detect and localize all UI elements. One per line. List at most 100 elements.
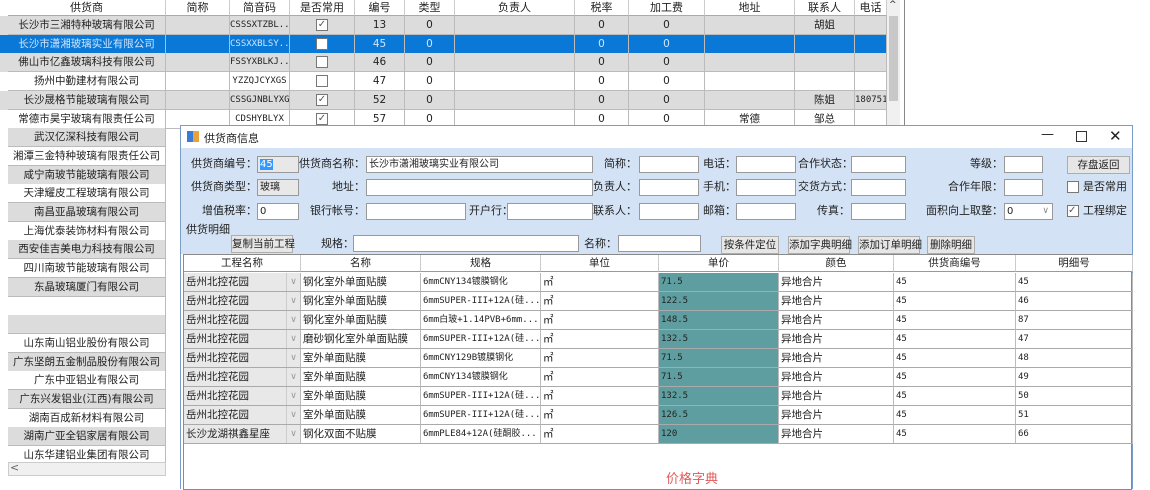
chevron-down-icon[interactable]: ∨ [286, 349, 300, 367]
bank-field[interactable] [507, 203, 593, 220]
grid-cell-5[interactable]: 异地合片 [779, 387, 894, 406]
column-header-11[interactable]: 电话 [855, 0, 887, 16]
grid-cell-4[interactable]: 71.5 [659, 368, 779, 387]
grid-cell-7[interactable]: 45 [1016, 273, 1133, 292]
grid-cell-1[interactable]: 室外单面贴膜 [301, 349, 421, 368]
level-field[interactable] [1004, 156, 1043, 173]
grid-cell-0[interactable]: 岳州北控花园 ∨ [184, 273, 301, 292]
grid-cell-7[interactable]: 48 [1016, 349, 1133, 368]
grid-cell-1[interactable]: 室外单面贴膜 [301, 406, 421, 425]
grid-cell-2[interactable]: 6mmSUPER-III+12A(硅... [421, 387, 541, 406]
short-field[interactable] [639, 156, 699, 173]
supplier-row[interactable]: 佛山市亿鑫玻璃科技有限公司 FSSYXBLKJ... 46 0 0 0 [0, 53, 887, 73]
grid-cell-7[interactable]: 51 [1016, 406, 1133, 425]
round-select[interactable]: 0 ∨ [1004, 203, 1053, 220]
copy-project-button[interactable]: 复制当前工程 [231, 235, 295, 253]
supplier-row-name[interactable]: 东晶玻璃厦门有限公司 [8, 277, 166, 297]
chevron-down-icon[interactable]: ∨ [286, 273, 300, 291]
grid-cell-1[interactable]: 磨砂钢化室外单面贴膜 [301, 330, 421, 349]
scroll-left-icon[interactable]: < [10, 461, 20, 474]
grid-cell-2[interactable]: 6mmSUPER-III+12A(硅... [421, 292, 541, 311]
grid-cell-1[interactable]: 钢化室外单面贴膜 [301, 292, 421, 311]
supplier-row-name[interactable]: 上海优泰装饰材料有限公司 [8, 221, 166, 241]
supplier-row-name[interactable]: 西安佳吉美电力科技有限公司 [8, 240, 166, 260]
grid-cell-4[interactable]: 120 [659, 425, 779, 444]
contact-field[interactable] [639, 203, 699, 220]
cell-common[interactable]: ✓ [290, 16, 355, 35]
supplier-row-name[interactable] [8, 296, 166, 316]
checkbox-icon[interactable] [316, 37, 328, 50]
checkbox-icon[interactable] [316, 75, 328, 88]
column-header-7[interactable]: 税率 [575, 0, 629, 16]
coop-years-field[interactable] [1004, 179, 1043, 196]
grid-header-0[interactable]: 工程名称 [184, 255, 301, 272]
grid-header-1[interactable]: 名称 [301, 255, 421, 272]
grid-cell-5[interactable]: 异地合片 [779, 311, 894, 330]
grid-header-5[interactable]: 颜色 [779, 255, 894, 272]
supplier-row[interactable]: 长沙晟格节能玻璃有限公司 CSSGJNBLYXGS ✓ 52 0 0 0 陈姐 180751 [0, 90, 887, 110]
vat-field[interactable]: 0 [257, 203, 299, 220]
locate-button[interactable]: 按条件定位 [721, 236, 779, 254]
grid-cell-2[interactable]: 6mmCNY134镀膜钢化 [421, 368, 541, 387]
grid-cell-0[interactable]: 长沙龙湖祺鑫星座 ∨ [184, 425, 301, 444]
grid-cell-1[interactable]: 钢化室外单面贴膜 [301, 311, 421, 330]
supplier-row-name[interactable]: 南昌亚晶玻璃有限公司 [8, 203, 166, 222]
grid-cell-0[interactable]: 岳州北控花园 ∨ [184, 292, 301, 311]
grid-cell-1[interactable]: 钢化室外单面贴膜 [301, 273, 421, 292]
scrollbar-thumb[interactable] [889, 16, 898, 101]
chevron-down-icon[interactable]: ∨ [286, 368, 300, 386]
grid-cell-3[interactable]: ㎡ [541, 387, 659, 406]
grid-cell-3[interactable]: ㎡ [541, 273, 659, 292]
detail-grid[interactable]: 工程名称 名称 规格 单位 单价 颜色 供货商编号 明细号 岳州北控花园 ∨ 钢化室外单面贴膜 6mm… [183, 254, 1133, 490]
column-header-4[interactable]: 编号 [355, 0, 405, 16]
grid-cell-2[interactable]: 6mmSUPER-III+12A(硅... [421, 330, 541, 349]
grid-cell-6[interactable]: 45 [894, 425, 1016, 444]
address-field[interactable] [366, 179, 593, 196]
supplier-type-field[interactable]: 玻璃 [257, 179, 299, 196]
supplier-row-name[interactable]: 湖南广亚全铝家居有限公司 [8, 427, 166, 447]
grid-cell-3[interactable]: ㎡ [541, 425, 659, 444]
checkbox-icon[interactable]: ✓ [316, 112, 328, 125]
supplier-row-name[interactable] [8, 315, 166, 335]
grid-cell-2[interactable]: 6mmCNY129B镀膜钢化 [421, 349, 541, 368]
column-header-1[interactable]: 简称 [166, 0, 230, 16]
grid-cell-6[interactable]: 45 [894, 292, 1016, 311]
email-field[interactable] [736, 203, 796, 220]
supplier-row[interactable]: 长沙市潇湘玻璃实业有限公司 CSSXXBLSY... 45 0 0 0 [0, 34, 887, 54]
delete-detail-button[interactable]: 删除明细 [927, 236, 975, 254]
scroll-up-icon[interactable]: ^ [889, 0, 897, 10]
chevron-down-icon[interactable]: ∨ [286, 425, 300, 443]
grid-cell-7[interactable]: 46 [1016, 292, 1133, 311]
grid-cell-6[interactable]: 45 [894, 273, 1016, 292]
supplier-row[interactable]: 扬州中勤建材有限公司 YZZQJCYXGS 47 0 0 0 [0, 72, 887, 92]
cell-common[interactable] [290, 72, 355, 92]
grid-cell-6[interactable]: 45 [894, 330, 1016, 349]
cell-common[interactable]: ✓ [290, 90, 355, 110]
grid-cell-7[interactable]: 50 [1016, 387, 1133, 406]
maximize-icon[interactable] [1076, 131, 1087, 142]
grid-cell-6[interactable]: 45 [894, 311, 1016, 330]
common-checkbox[interactable] [1067, 181, 1079, 193]
manager-field[interactable] [639, 179, 699, 196]
grid-cell-7[interactable]: 47 [1016, 330, 1133, 349]
grid-header-4[interactable]: 单价 [659, 255, 779, 272]
supplier-row-name[interactable]: 天津耀皮工程玻璃有限公司 [8, 184, 166, 204]
checkbox-icon[interactable] [316, 56, 328, 69]
grid-cell-1[interactable]: 室外单面贴膜 [301, 387, 421, 406]
grid-cell-4[interactable]: 71.5 [659, 273, 779, 292]
delivery-field[interactable] [851, 179, 906, 196]
supplier-row[interactable]: 长沙市三湘特种玻璃有限公司 CSSSXTZBL... ✓ 13 0 0 0 胡姐 [0, 16, 887, 35]
column-header-6[interactable]: 负责人 [455, 0, 575, 16]
cell-common[interactable] [290, 53, 355, 73]
horizontal-scrollbar[interactable] [8, 462, 166, 476]
grid-header-7[interactable]: 明细号 [1016, 255, 1133, 272]
grid-cell-2[interactable]: 6mmSUPER-III+12A(硅... [421, 406, 541, 425]
grid-cell-7[interactable]: 66 [1016, 425, 1133, 444]
grid-cell-1[interactable]: 钢化双面不贴膜 [301, 425, 421, 444]
grid-cell-5[interactable]: 异地合片 [779, 349, 894, 368]
fax-field[interactable] [851, 203, 906, 220]
grid-cell-7[interactable]: 87 [1016, 311, 1133, 330]
column-header-3[interactable]: 是否常用 [290, 0, 355, 16]
save-return-button[interactable]: 存盘返回 [1067, 156, 1130, 174]
cell-common[interactable] [290, 34, 355, 54]
